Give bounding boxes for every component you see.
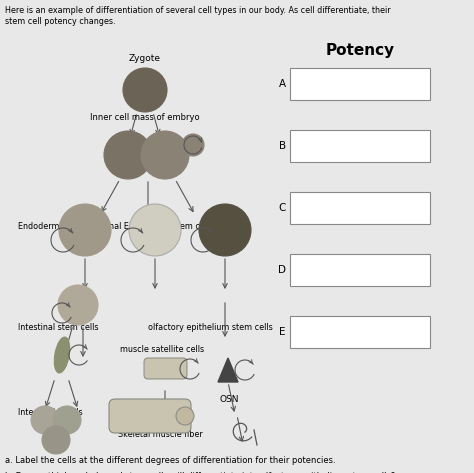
Text: olfactory epithelium stem cells: olfactory epithelium stem cells [148, 323, 273, 332]
Text: E: E [280, 327, 286, 337]
Circle shape [123, 68, 167, 112]
Text: b. Do you think endodermal stem cells will differentiate into olfactory epitheli: b. Do you think endodermal stem cells wi… [5, 472, 395, 473]
Bar [290, 130, 430, 162]
Text: B: B [279, 141, 286, 151]
Circle shape [53, 406, 81, 434]
Circle shape [104, 131, 152, 179]
Text: Intestinal L cells: Intestinal L cells [18, 408, 82, 417]
Ellipse shape [55, 337, 70, 373]
Bar [290, 254, 430, 286]
FancyBboxPatch shape [109, 399, 191, 433]
Circle shape [58, 285, 98, 325]
Text: stem cell potency changes.: stem cell potency changes. [5, 17, 116, 26]
Text: a. Label the cells at the different degrees of differentiation for their potenci: a. Label the cells at the different degr… [5, 456, 336, 465]
Text: C: C [279, 203, 286, 213]
Bar [290, 192, 430, 224]
Bar [290, 68, 430, 100]
Text: Zygote: Zygote [129, 54, 161, 63]
Text: OSN: OSN [220, 395, 239, 404]
Text: Intestinal stem cells: Intestinal stem cells [18, 323, 99, 332]
Text: Skeletal muscle fiber: Skeletal muscle fiber [118, 430, 203, 439]
Circle shape [129, 204, 181, 256]
Text: D: D [278, 265, 286, 275]
Circle shape [199, 204, 251, 256]
Bar [290, 316, 430, 348]
Polygon shape [218, 358, 238, 382]
Circle shape [182, 134, 204, 156]
Circle shape [59, 204, 111, 256]
Text: Here is an example of differentiation of several cell types in our body. As cell: Here is an example of differentiation of… [5, 6, 391, 15]
Circle shape [42, 426, 70, 454]
Text: muscle satellite cells: muscle satellite cells [120, 345, 204, 354]
Circle shape [141, 131, 189, 179]
Text: Potency: Potency [326, 43, 394, 58]
Text: Inner cell mass of embryo: Inner cell mass of embryo [90, 113, 200, 122]
Circle shape [176, 407, 194, 425]
Text: A: A [279, 79, 286, 89]
Circle shape [31, 406, 59, 434]
Text: Endodermal  Mesodermal Ectodermal stem cells: Endodermal Mesodermal Ectodermal stem ce… [18, 222, 213, 231]
FancyBboxPatch shape [144, 358, 187, 379]
